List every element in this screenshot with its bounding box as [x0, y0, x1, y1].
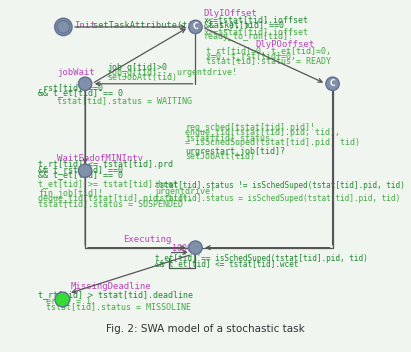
Circle shape	[189, 20, 202, 33]
Text: tstat[tid].status = MISSOLINE: tstat[tid].status = MISSOLINE	[46, 302, 191, 311]
Text: fin_job[tid]!: fin_job[tid]!	[38, 189, 103, 198]
Text: tstat[tid].status = READY: tstat[tid].status = READY	[206, 57, 331, 65]
Text: MissingDeadline: MissingDeadline	[71, 282, 151, 291]
Text: t_rt[tid] > tstat[tid].deadline: t_rt[tid] > tstat[tid].deadline	[38, 291, 193, 300]
Circle shape	[57, 21, 69, 33]
Text: && t_et[tid] <= tstat[tid].wcet: && t_et[tid] <= tstat[tid].wcet	[155, 259, 299, 268]
Text: Executing: Executing	[124, 235, 172, 244]
Text: _rst[tid]'==0: _rst[tid]'==0	[38, 83, 103, 92]
Circle shape	[55, 18, 72, 36]
Text: && t_rst[tid]'==0: && t_rst[tid]'==0	[38, 165, 123, 174]
Text: && t_et[tid]'==0: && t_et[tid]'==0	[204, 20, 284, 29]
Text: tstat[tid].status = isSchedSuped(tstat[tid].pid, tid): tstat[tid].status = isSchedSuped(tstat[t…	[155, 194, 400, 203]
Text: t_et[tid]'== isSchedSuped(tstat[tid].pid, tid): t_et[tid]'== isSchedSuped(tstat[tid].pid…	[155, 254, 368, 263]
Circle shape	[79, 164, 92, 177]
Text: jobWait: jobWait	[57, 68, 94, 77]
Text: setJobAtt(tid): setJobAtt(tid)	[107, 73, 177, 82]
Text: t_rt[tid] <= tstat[tid].prd: t_rt[tid] <= tstat[tid].prd	[38, 160, 173, 169]
Text: WaitEndofMINIntv: WaitEndofMINIntv	[57, 153, 143, 163]
Text: C: C	[193, 23, 198, 31]
Text: ready_to_run[tid]!: ready_to_run[tid]!	[204, 32, 294, 41]
Text: t_rt[tid]=0, t_et[tid]=0,: t_rt[tid]=0, t_et[tid]=0,	[206, 46, 331, 56]
Text: = isSchedSuped(tstat[tid].pid, tid): = isSchedSuped(tstat[tid].pid, tid)	[185, 138, 360, 147]
Text: tstat[tid].status = WAITING: tstat[tid].status = WAITING	[57, 96, 192, 105]
Text: x>=tstat[tid].ioffset: x>=tstat[tid].ioffset	[204, 27, 309, 36]
Text: setJobAtt(tid): setJobAtt(tid)	[185, 152, 255, 161]
Text: urgentdrive!: urgentdrive!	[155, 187, 215, 196]
Text: deque_tid(tstat[tid].pid, tid),: deque_tid(tstat[tid].pid, tid),	[38, 194, 193, 203]
Text: job_q[tid]>0: job_q[tid]>0	[107, 63, 167, 71]
Text: error = 1,: error = 1,	[46, 297, 96, 306]
Circle shape	[55, 292, 70, 307]
Text: urgrestart_job[tid]?: urgrestart_job[tid]?	[185, 147, 285, 156]
Text: 10000: 10000	[172, 244, 197, 253]
Text: tstat[tid].status: tstat[tid].status	[185, 133, 270, 143]
Text: t_et[tid] >= tstat[tid].bcet: t_et[tid] >= tstat[tid].bcet	[38, 180, 178, 189]
Circle shape	[79, 77, 92, 90]
Text: tstat[tid].status = SUSPENDED: tstat[tid].status = SUSPENDED	[38, 199, 183, 208]
Text: && t_et[tid]'== 0: && t_et[tid]'== 0	[38, 170, 123, 179]
Circle shape	[189, 241, 202, 254]
Text: C: C	[330, 79, 335, 88]
Circle shape	[326, 77, 339, 90]
Text: setTaskAttribute(tid, task), x: setTaskAttribute(tid, task), x	[93, 21, 251, 30]
Text: tstat[tid].status != isSchedSuped(tstat[tid].pid, tid): tstat[tid].status != isSchedSuped(tstat[…	[155, 181, 405, 190]
Text: DlyIOffset: DlyIOffset	[204, 9, 258, 18]
Text: req_sched[tstat[tid].pid]!: req_sched[tstat[tid].pid]!	[185, 124, 315, 132]
Text: enque_tid(tstat[tid].pid, tid),: enque_tid(tstat[tid].pid, tid),	[185, 128, 340, 137]
Text: Fig. 2: SWA model of a stochastic task: Fig. 2: SWA model of a stochastic task	[106, 323, 305, 334]
Text: && t_et[tid]'== 0: && t_et[tid]'== 0	[38, 88, 123, 97]
Text: x=0, t_rst[tid]=0,: x=0, t_rst[tid]=0,	[206, 51, 296, 61]
Text: Init: Init	[74, 21, 96, 30]
Text: DlyPOoffset: DlyPOoffset	[256, 40, 315, 49]
Text: x<=tstat[tid].ioffset: x<=tstat[tid].ioffset	[204, 15, 309, 24]
Text: job_q[tid]--, urgentdrive!: job_q[tid]--, urgentdrive!	[107, 68, 237, 77]
